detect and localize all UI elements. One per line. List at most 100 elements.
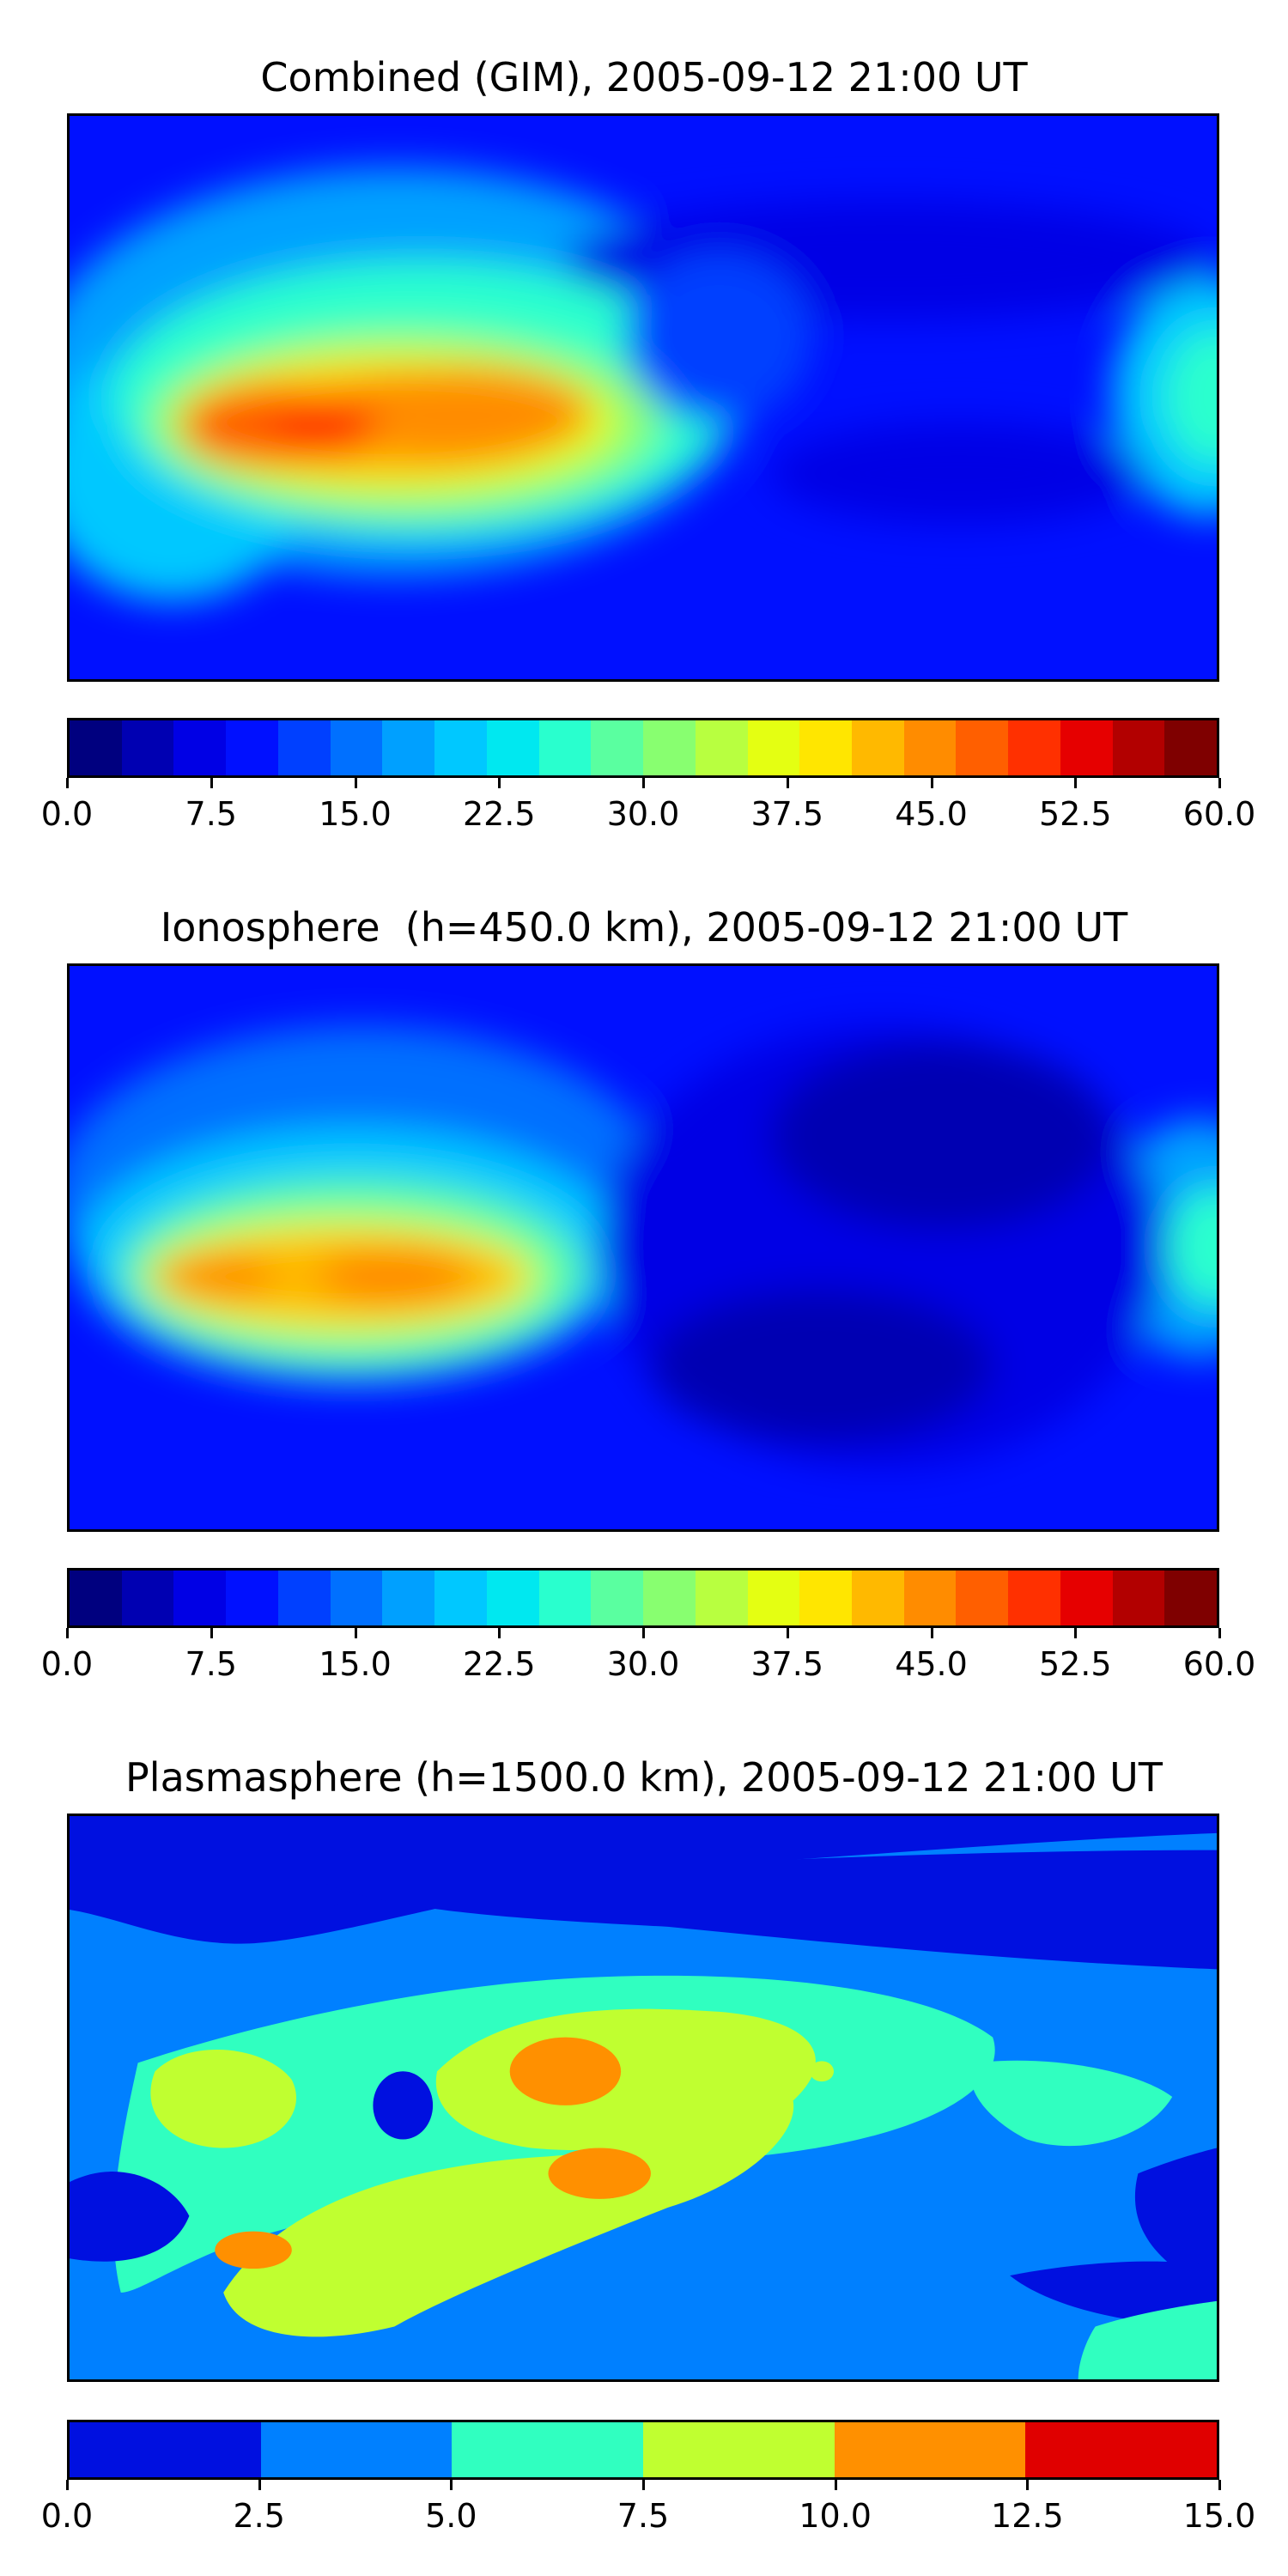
colorbar-tick-label: 5.0 <box>425 2497 477 2535</box>
colorbar-segment <box>695 1571 748 1625</box>
colorbar-tick-label: 22.5 <box>462 795 536 833</box>
colorbar-tick-mark <box>66 1628 69 1638</box>
colorbar-tick-label: 7.5 <box>185 795 237 833</box>
colorbar-tick-mark <box>786 778 789 788</box>
colorbar-segment <box>834 2422 1026 2477</box>
combined-gim-map <box>67 113 1219 682</box>
colorbar-tick-mark <box>1218 1628 1221 1638</box>
colorbar-segment <box>1060 1571 1113 1625</box>
colorbar-segment <box>260 2422 453 2477</box>
colorbar-tick-mark <box>210 1628 213 1638</box>
colorbar-segment <box>1008 720 1060 775</box>
colorbar <box>67 1568 1219 1628</box>
colorbar-tick-mark <box>258 2480 261 2490</box>
colorbar-tick-label: 37.5 <box>750 1645 824 1683</box>
colorbar-tick-label: 22.5 <box>462 1645 536 1683</box>
colorbar-tick-mark <box>642 2480 645 2490</box>
colorbar-segment <box>382 720 435 775</box>
panel-title: Plasmasphere (h=1500.0 km), 2005-09-12 2… <box>125 1754 1163 1801</box>
colorbar-tick-label: 60.0 <box>1182 1645 1256 1683</box>
colorbar-tick-mark <box>642 1628 645 1638</box>
heatmap-plasmasphere <box>70 1816 1217 2379</box>
colorbar-tick-label: 30.0 <box>606 1645 680 1683</box>
colorbar-segment <box>643 1571 696 1625</box>
panel-title: Combined (GIM), 2005-09-12 21:00 UT <box>260 54 1028 100</box>
colorbar-tick-label: 0.0 <box>40 795 94 833</box>
colorbar-tick-label: 0.0 <box>40 1645 94 1683</box>
colorbar-segment <box>799 1571 853 1625</box>
colorbar-segment <box>1112 720 1165 775</box>
colorbar-tick-mark <box>930 1628 933 1638</box>
colorbar-segment <box>1060 720 1113 775</box>
colorbar-tick-mark <box>450 2480 453 2490</box>
colorbar-segment <box>277 1571 331 1625</box>
colorbar-tick-label: 15.0 <box>319 1645 392 1683</box>
panel-title: Ionosphere (h=450.0 km), 2005-09-12 21:0… <box>160 904 1128 951</box>
colorbar-tick-label: 15.0 <box>1182 2497 1256 2535</box>
colorbar-tick-mark <box>786 1628 789 1638</box>
heatmap-ionosphere <box>70 966 1217 1529</box>
colorbar-segment <box>277 720 331 775</box>
colorbar-ticks: 0.0 2.5 5.0 7.5 10.0 12.5 15.0 <box>41 2480 1255 2535</box>
colorbar-tick-mark <box>354 1628 357 1638</box>
colorbar-tick-mark <box>1026 2480 1030 2490</box>
colorbar <box>67 2420 1219 2480</box>
colorbar-tick-label: 2.5 <box>233 2497 285 2535</box>
colorbar-ticks: 0.0 7.5 15.0 22.5 30.0 37.5 45.0 52.5 60.0 <box>41 1628 1255 1683</box>
colorbar-segment <box>452 2422 644 2477</box>
colorbar-segment <box>903 1571 957 1625</box>
colorbar-tick-label: 60.0 <box>1182 795 1256 833</box>
colorbar-segment <box>330 1571 383 1625</box>
colorbar-tick-label: 7.5 <box>617 2497 670 2535</box>
colorbar-segment <box>1008 1571 1060 1625</box>
colorbar-segment <box>852 1571 904 1625</box>
colorbar-tick-label: 0.0 <box>40 2497 94 2535</box>
colorbar-tick-mark <box>66 778 69 788</box>
colorbar-segment <box>1164 1571 1217 1625</box>
colorbar-segment <box>121 720 174 775</box>
colorbar-tick-mark <box>834 2480 837 2490</box>
colorbar-tick-label: 10.0 <box>799 2497 872 2535</box>
colorbar-tick-label: 7.5 <box>185 1645 237 1683</box>
colorbar-tick-label: 45.0 <box>895 1645 968 1683</box>
colorbar-tick-mark <box>642 778 645 788</box>
colorbar-tick-mark <box>930 778 933 788</box>
colorbar-segment <box>747 720 800 775</box>
colorbar-tick-mark <box>498 778 501 788</box>
colorbar-segment <box>799 720 853 775</box>
colorbar-tick-label: 37.5 <box>750 795 824 833</box>
colorbar-segment <box>173 720 227 775</box>
colorbar-tick-label: 45.0 <box>895 795 968 833</box>
colorbar-segment <box>173 1571 227 1625</box>
colorbar-segment <box>434 720 487 775</box>
colorbar-tick-mark <box>66 2480 69 2490</box>
colorbar-segment <box>956 1571 1009 1625</box>
colorbar-tick-label: 12.5 <box>991 2497 1064 2535</box>
colorbar-segment <box>747 1571 800 1625</box>
colorbar-ticks: 0.0 7.5 15.0 22.5 30.0 37.5 45.0 52.5 60.0 <box>41 778 1255 833</box>
colorbar-segment <box>643 720 696 775</box>
colorbar-tick-mark <box>498 1628 501 1638</box>
plasmasphere-map <box>67 1814 1219 2382</box>
colorbar-segment <box>956 720 1009 775</box>
colorbar-segment <box>70 720 122 775</box>
colorbar-segment <box>852 720 904 775</box>
colorbar-segment <box>382 1571 435 1625</box>
colorbar-segment <box>591 720 644 775</box>
colorbar-tick-label: 30.0 <box>606 795 680 833</box>
colorbar-segment <box>1025 2422 1217 2477</box>
colorbar-segment <box>695 720 748 775</box>
colorbar-tick-mark <box>1218 778 1221 788</box>
colorbar-segment <box>330 720 383 775</box>
colorbar-tick-mark <box>1218 2480 1221 2490</box>
colorbar-tick-label: 15.0 <box>319 795 392 833</box>
colorbar-tick-mark <box>354 778 357 788</box>
colorbar-segment <box>1112 1571 1165 1625</box>
colorbar-tick-label: 52.5 <box>1038 1645 1112 1683</box>
colorbar-tick-mark <box>210 778 213 788</box>
colorbar <box>67 718 1219 778</box>
colorbar-segment <box>643 2422 835 2477</box>
colorbar-segment <box>70 1571 122 1625</box>
colorbar-segment <box>538 720 592 775</box>
colorbar-segment <box>226 720 278 775</box>
